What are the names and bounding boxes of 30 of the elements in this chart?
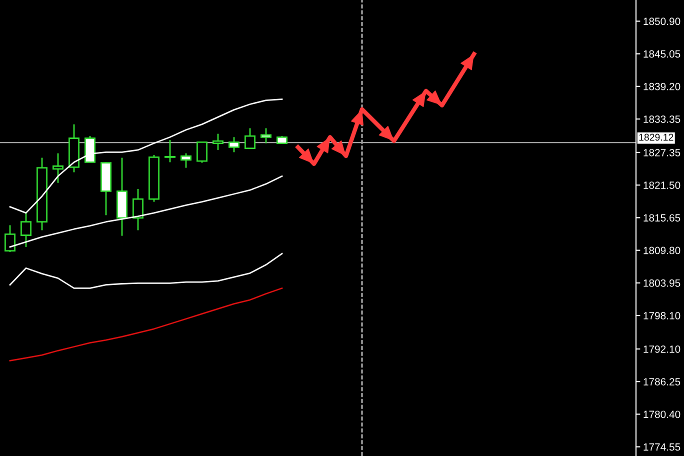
candlestick — [20, 211, 32, 248]
candlestick — [84, 135, 96, 163]
y-tick-label: 1809.80 — [644, 246, 680, 254]
y-tick-label: 1803.95 — [644, 279, 680, 287]
candlestick — [52, 152, 64, 184]
y-tick-label: 1839.20 — [644, 82, 680, 90]
candlestick — [4, 224, 16, 253]
y-tick-label: 1827.35 — [644, 148, 680, 156]
candlestick — [164, 139, 176, 163]
candlestick — [132, 188, 144, 231]
candlestick — [212, 133, 224, 151]
y-tick-label: 1786.25 — [644, 378, 680, 386]
y-tick-label: 1815.65 — [644, 214, 680, 222]
y-tick-label: 1845.05 — [644, 50, 680, 58]
y-tick-label: 1850.90 — [644, 18, 680, 26]
candlestick — [260, 128, 272, 144]
candlestick — [196, 141, 208, 164]
line-series — [9, 252, 283, 289]
line-series — [9, 288, 283, 362]
candlestick — [228, 136, 240, 153]
line-series — [9, 98, 283, 214]
y-tick-label: 1792.10 — [644, 345, 680, 353]
ref-line-label: 1829.12 — [639, 134, 674, 141]
y-tick-label: 1780.40 — [644, 410, 680, 418]
y-tick-label: 1833.35 — [644, 116, 680, 123]
candlestick — [244, 128, 256, 150]
y-tick-label: 1774.55 — [644, 443, 680, 451]
y-tick-label: 1798.10 — [644, 312, 680, 320]
y-tick-label: 1821.50 — [644, 182, 680, 189]
candlestick — [180, 152, 192, 168]
